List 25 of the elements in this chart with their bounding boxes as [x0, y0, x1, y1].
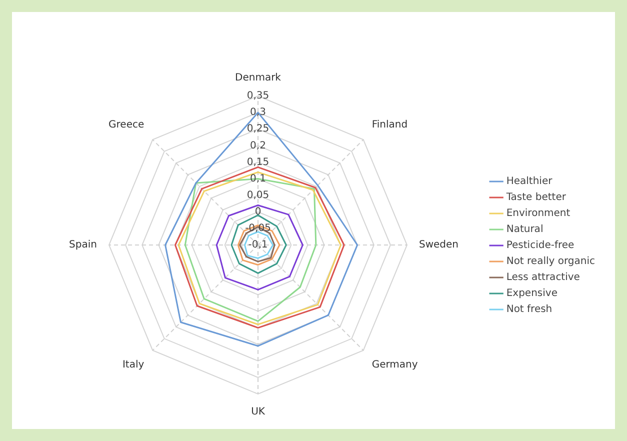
legend-label: Pesticide-free: [506, 240, 574, 252]
spoke-label: Greece: [108, 120, 144, 131]
y-tick-label: 0,2: [250, 140, 266, 152]
y-tick-label: 0,35: [246, 90, 270, 102]
legend-label: Environment: [506, 208, 570, 220]
legend-label: Taste better: [505, 192, 567, 204]
y-tick-label: 0,15: [246, 156, 270, 168]
spoke-label: Sweden: [419, 240, 459, 251]
spoke-label: Denmark: [235, 72, 282, 84]
y-tick-label: 0,25: [246, 124, 270, 135]
spoke-label: Spain: [69, 240, 97, 251]
legend-label: Expensive: [506, 288, 558, 300]
legend-label: Healthier: [506, 176, 554, 188]
y-tick-label: 0: [254, 206, 262, 218]
y-tick-label: 0,3: [250, 107, 266, 118]
y-tick-label: 0,05: [246, 190, 270, 201]
spoke-label: Germany: [372, 359, 418, 370]
y-tick-label: -0,1: [248, 240, 268, 251]
legend-label: Not really organic: [506, 256, 596, 268]
spoke-label: Finland: [372, 120, 408, 131]
spoke-label: Italy: [122, 359, 144, 370]
legend-label: Not fresh: [506, 304, 552, 316]
legend-label: Natural: [506, 224, 544, 236]
spoke-label: UK: [251, 406, 266, 418]
legend-label: Less attractive: [506, 272, 580, 284]
